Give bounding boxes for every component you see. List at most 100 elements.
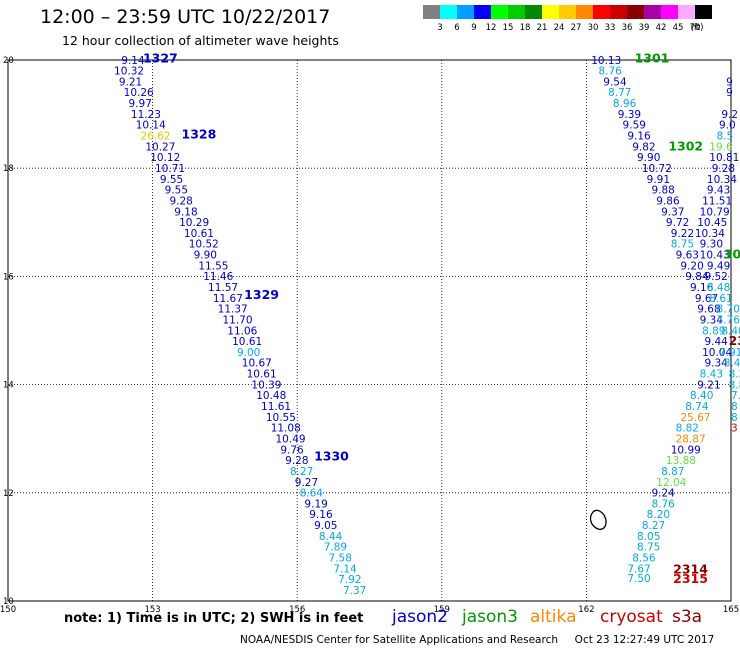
swh-value: 8.27 — [642, 520, 665, 532]
swh-value: 8 — [731, 401, 738, 413]
legend-bin-label: 12 — [485, 23, 497, 33]
swh-value: 9.63 — [676, 250, 699, 262]
swh-value: 8.40 — [690, 390, 713, 402]
swh-value: 8.96 — [613, 98, 637, 110]
swh-value: 9.54 — [603, 76, 627, 88]
swh-value: 7.89 — [324, 542, 347, 554]
swh-value: 8 — [731, 412, 738, 424]
swh-value: 8.8 — [729, 379, 740, 391]
swh-value: 9.28 — [285, 455, 308, 467]
swh-value: 10.61 — [247, 369, 277, 381]
swh-value: 9.37 — [661, 206, 684, 218]
swh-value: 8.89 — [702, 325, 725, 337]
legend-bin-label: 42 — [655, 23, 667, 33]
pass-number-label: 303 — [724, 247, 740, 262]
swh-value: 11.06 — [227, 325, 257, 337]
swh-value: 12.04 — [656, 477, 686, 489]
footer-note: note: 1) Time is in UTC; 2) SWH is in fe… — [64, 611, 364, 626]
swh-value: 9.88 — [651, 185, 674, 197]
swh-value: 11.70 — [222, 314, 252, 326]
swh-value: 10.71 — [155, 163, 185, 175]
legend-swatch — [644, 5, 661, 19]
pass-number-label: 1301 — [635, 51, 670, 66]
swh-value: 9.21 — [697, 379, 720, 391]
swh-value: 9.27 — [295, 477, 318, 489]
swh-value: 10.34 — [695, 228, 725, 240]
legend-bin-label: 45 — [672, 23, 684, 33]
chart-subtitle: 12 hour collection of altimeter wave hei… — [62, 33, 339, 48]
swh-value: 11.46 — [203, 271, 233, 283]
swh-value: 10.12 — [150, 152, 180, 164]
swh-value: 26.62 — [141, 131, 171, 143]
swh-value: 9.14 — [121, 55, 145, 67]
swh-value: 10.39 — [251, 379, 281, 391]
legend-bin-label: 9 — [471, 23, 477, 33]
lon-tick-label: 150 — [0, 605, 16, 615]
swh-value: 8.43 — [700, 369, 723, 381]
swh-value: 8.05 — [637, 531, 660, 543]
swh-value: 11.55 — [198, 260, 228, 272]
swh-value: 10.45 — [697, 217, 727, 229]
swh-value: 8.64 — [300, 488, 324, 500]
legend-swatch — [695, 5, 712, 19]
legend-swatch — [457, 5, 474, 19]
swh-value: 8.87 — [661, 466, 684, 478]
swh-value: 8.77 — [608, 87, 631, 99]
pass-number-label: 1328 — [182, 126, 217, 141]
swh-value: 9.52 — [704, 271, 727, 283]
swh-value: 9.68 — [697, 304, 720, 316]
legend-swatch — [525, 5, 542, 19]
lon-tick-label: 156 — [289, 605, 305, 615]
swh-value: 8.40 — [721, 325, 740, 337]
legend-altika: altika — [530, 607, 577, 627]
swh-value: 7.58 — [329, 553, 352, 565]
lat-tick-label: 16 — [3, 272, 14, 282]
swh-value: 9.55 — [160, 174, 183, 186]
swh-value: 8.5 — [717, 131, 734, 143]
swh-value: 7.76 — [717, 314, 740, 326]
swh-value: 9.20 — [680, 260, 703, 272]
swh-value: 9.34 — [700, 314, 724, 326]
swh-value: 8.75 — [637, 542, 660, 554]
swh-value: 8.56 — [632, 553, 656, 565]
swh-value: 25.67 — [680, 412, 710, 424]
swh-value: 8.74 — [685, 401, 709, 413]
swh-value: 9.28 — [169, 195, 192, 207]
swh-value: 9.59 — [623, 120, 646, 132]
pass-number-label: 1327 — [143, 51, 178, 66]
pass-number-label: 2315 — [673, 571, 708, 586]
legend-swatch — [508, 5, 525, 19]
swh-value: 9.34 — [704, 358, 728, 370]
swh-value: 8.76 — [651, 498, 675, 510]
swh-value: 10.61 — [184, 228, 214, 240]
swh-value: 9.84 — [685, 271, 709, 283]
swh-value: 9.72 — [666, 217, 689, 229]
legend-bin-label: 18 — [519, 23, 531, 33]
swh-value: 10.29 — [179, 217, 209, 229]
swh-value: 9.00 — [237, 347, 260, 359]
swh-value: 10.61 — [232, 336, 262, 348]
swh-value: 10.26 — [124, 87, 154, 99]
swh-value: 9 — [726, 87, 733, 99]
swh-value: 11.37 — [218, 304, 248, 316]
legend-bin-label: 3 — [437, 23, 443, 33]
legend-swatch — [661, 5, 678, 19]
swh-value: 10.13 — [591, 55, 621, 67]
legend-bin-label: 30 — [587, 23, 599, 33]
swh-value: 9 — [726, 76, 733, 88]
swh-value: 10.27 — [145, 141, 175, 153]
legend-swatch — [423, 5, 440, 19]
pass-number-label: 1329 — [244, 287, 279, 302]
pass-number-label: 1302 — [668, 138, 703, 153]
swh-value: 8.82 — [676, 423, 699, 435]
swh-value: 9.19 — [304, 498, 327, 510]
swh-value: 19.6 — [709, 141, 733, 153]
swh-value: 10.81 — [709, 152, 739, 164]
altimeter-values: 9.1410.329.2110.269.9711.2310.1426.6210.… — [114, 51, 740, 597]
map-frame — [7, 59, 732, 602]
credit-line: NOAA/NESDIS Center for Satellite Applica… — [240, 634, 715, 646]
swh-value: 7.50 — [627, 573, 650, 585]
swh-value: 9.0 — [719, 120, 736, 132]
swh-value: 13.88 — [666, 455, 696, 467]
swh-value: 9.30 — [700, 239, 723, 251]
